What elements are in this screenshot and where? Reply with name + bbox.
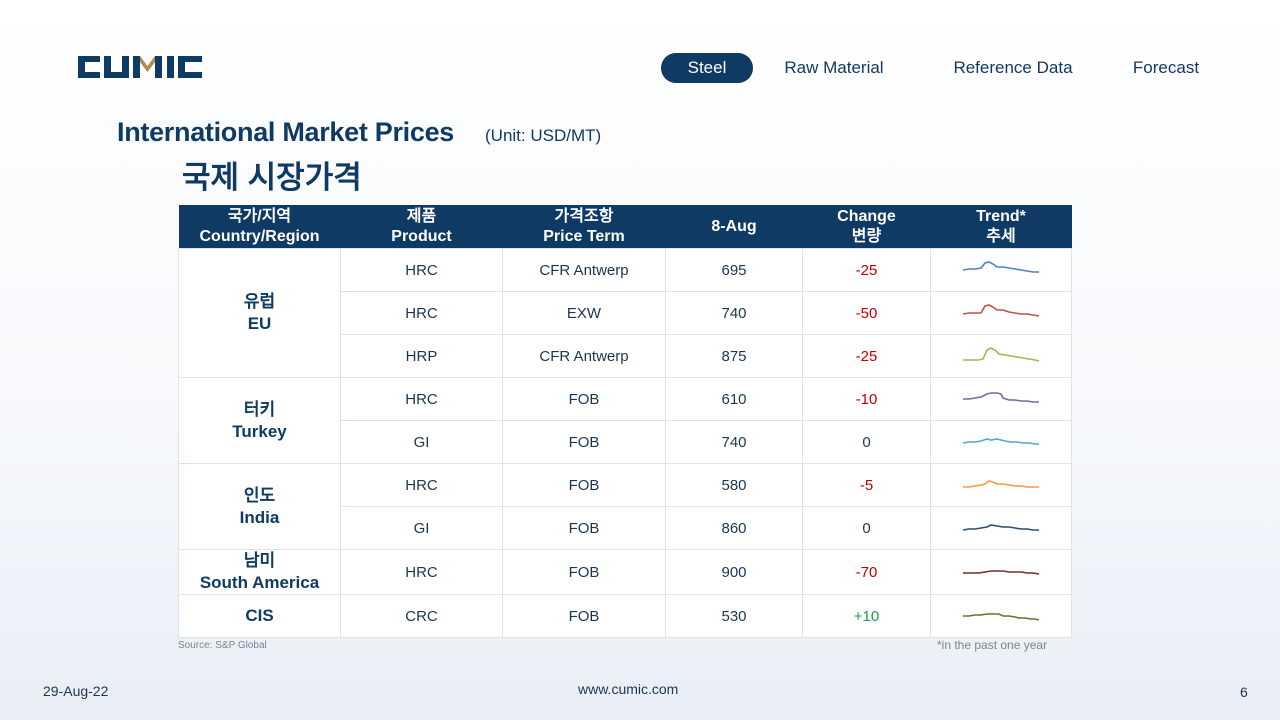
sparkline [963, 570, 1040, 575]
table-row: HRP CFR Antwerp 875 -25 [179, 334, 1072, 378]
source-note: Source: S&P Global [178, 640, 267, 651]
price-term-cell: FOB [502, 594, 666, 638]
trend-cell [930, 420, 1072, 464]
sparkline [962, 438, 1039, 445]
trend-cell [930, 463, 1072, 507]
table-row: 터키 Turkey HRC FOB 610 -10 [178, 377, 1072, 464]
header-country-region: 국가/지역 Country/Region [178, 205, 341, 249]
price-term-cell: FOB [502, 549, 666, 595]
trend-cell [930, 248, 1072, 292]
page-number: 6 [1240, 684, 1248, 700]
nav-tab-forecast[interactable]: Forecast [1132, 58, 1200, 77]
table-header-row: 국가/지역 Country/Region 제품 Product 가격조항 Price … [178, 205, 1072, 249]
change-cell: -70 [802, 549, 931, 595]
table-row: GI FOB 860 0 [179, 506, 1072, 550]
change-cell: -25 [802, 248, 931, 292]
header-product: 제품 Product [340, 205, 503, 249]
sparkline [963, 613, 1040, 621]
product-cell: HRC [340, 248, 503, 292]
change-cell: -50 [802, 291, 931, 335]
product-cell: HRP [340, 334, 503, 378]
header-price-term: 가격조항 Price Term [502, 205, 666, 249]
region-cell-cis: CIS [178, 594, 341, 638]
header-date: 8-Aug [665, 205, 803, 249]
table-row: 인도 India HRC FOB 580 -5 [178, 463, 1072, 550]
price-term-cell: FOB [502, 377, 666, 421]
trend-cell [930, 377, 1072, 421]
nav-tab-steel[interactable]: Steel [661, 53, 753, 83]
price-term-cell: FOB [502, 506, 666, 550]
price-term-cell: EXW [502, 291, 666, 335]
region-cell-turkey: 터키 Turkey [178, 377, 341, 464]
price-cell: 860 [665, 506, 803, 550]
price-term-cell: CFR Antwerp [502, 248, 666, 292]
product-cell: GI [340, 420, 503, 464]
product-cell: HRC [340, 549, 503, 595]
table-row: 유럽 EU HRC CFR Antwerp 695 -25 [178, 248, 1072, 378]
header-change: Change 변량 [802, 205, 931, 249]
nav-tab-reference-data[interactable]: Reference Data [953, 58, 1073, 77]
trend-footnote: *in the past one year [937, 638, 1048, 652]
cumic-logo [78, 56, 202, 78]
price-cell: 695 [665, 248, 803, 292]
sparkline [962, 304, 1040, 317]
price-cell: 610 [665, 377, 803, 421]
page-title: International Market Prices [117, 117, 455, 147]
nav-tab-raw-material[interactable]: Raw Material [784, 58, 884, 77]
top-nav: Steel Raw Material Reference Data Foreca… [0, 53, 1280, 83]
product-cell: CRC [340, 594, 503, 638]
sparkline [963, 347, 1040, 362]
header-trend: Trend* 추세 [930, 205, 1072, 249]
trend-cell [930, 549, 1072, 595]
footer-date: 29-Aug-22 [43, 683, 109, 699]
sparkline [963, 392, 1039, 403]
price-term-cell: FOB [502, 463, 666, 507]
change-cell: +10 [802, 594, 931, 638]
trend-cell [930, 291, 1072, 335]
table-row: GI FOB 740 0 [179, 420, 1072, 464]
region-cell-eu: 유럽 EU [178, 248, 341, 378]
change-cell: 0 [802, 420, 931, 464]
price-cell: 580 [665, 463, 803, 507]
sparkline [963, 480, 1039, 488]
product-cell: GI [340, 506, 503, 550]
product-cell: HRC [340, 291, 503, 335]
table-row: CIS CRC FOB 530 +10 [178, 594, 1072, 638]
change-cell: -25 [802, 334, 931, 378]
table-row: 남미 South America HRC FOB 900 -70 [178, 549, 1072, 595]
region-cell-south-america: 남미 South America [178, 549, 341, 595]
price-term-cell: CFR Antwerp [502, 334, 666, 378]
price-cell: 530 [665, 594, 803, 638]
page-title-korean: 국제 시장가격 [182, 160, 362, 195]
market-price-table: 국가/지역 Country/Region 제품 Product 가격조항 Price … [178, 205, 1072, 638]
product-cell: HRC [340, 463, 503, 507]
region-cell-india: 인도 India [178, 463, 341, 550]
change-cell: -10 [802, 377, 931, 421]
trend-cell [930, 506, 1072, 550]
trend-cell [930, 594, 1072, 638]
price-cell: 740 [665, 420, 803, 464]
sparkline [962, 524, 1039, 531]
price-cell: 740 [665, 291, 803, 335]
change-cell: -5 [802, 463, 931, 507]
price-cell: 900 [665, 549, 803, 595]
product-cell: HRC [340, 377, 503, 421]
unit-label: (Unit: USD/MT) [485, 126, 602, 145]
trend-cell [930, 334, 1072, 378]
price-term-cell: FOB [502, 420, 666, 464]
footer-website[interactable]: www.cumic.com [578, 681, 679, 697]
price-cell: 875 [665, 334, 803, 378]
sparkline [962, 261, 1039, 273]
change-cell: 0 [802, 506, 931, 550]
